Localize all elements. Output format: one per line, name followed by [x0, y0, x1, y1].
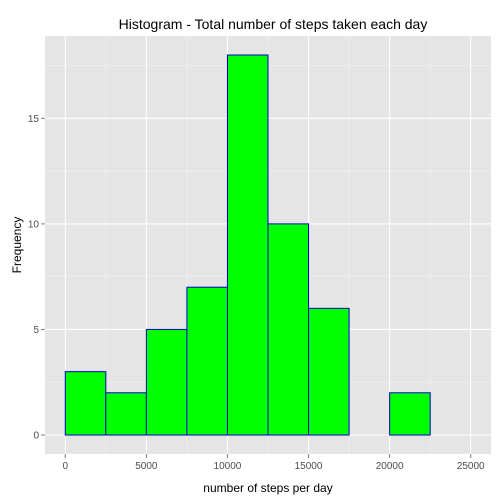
- x-tick-label: 10000: [214, 461, 242, 472]
- histogram-bars: [64, 54, 431, 436]
- histogram-bar: [308, 307, 350, 436]
- x-tick-label: 20000: [376, 461, 404, 472]
- histogram-bar: [389, 392, 431, 436]
- y-axis-title: Frequency: [10, 217, 24, 274]
- y-tick-label: 15: [28, 114, 40, 125]
- histogram-bar: [145, 328, 188, 436]
- y-tick-label: 0: [33, 431, 39, 442]
- histogram-bar: [105, 392, 147, 436]
- y-axis-ticks: 0 5 10 15: [28, 114, 45, 442]
- chart-title: Histogram - Total number of steps taken …: [119, 16, 428, 32]
- x-tick-label: 0: [62, 461, 68, 472]
- x-tick-label: 15000: [295, 461, 323, 472]
- x-axis-ticks: 0 5000 10000 15000 20000 25000: [62, 454, 485, 472]
- x-tick-label: 5000: [135, 461, 158, 472]
- y-tick-label: 10: [28, 219, 40, 230]
- x-tick-label: 25000: [457, 461, 485, 472]
- histogram-bar: [186, 286, 228, 436]
- histogram-bar: [226, 54, 269, 436]
- y-tick-label: 5: [33, 325, 39, 336]
- x-axis-title: number of steps per day: [203, 481, 332, 495]
- histogram-bar: [64, 371, 107, 436]
- histogram-bar: [267, 223, 310, 436]
